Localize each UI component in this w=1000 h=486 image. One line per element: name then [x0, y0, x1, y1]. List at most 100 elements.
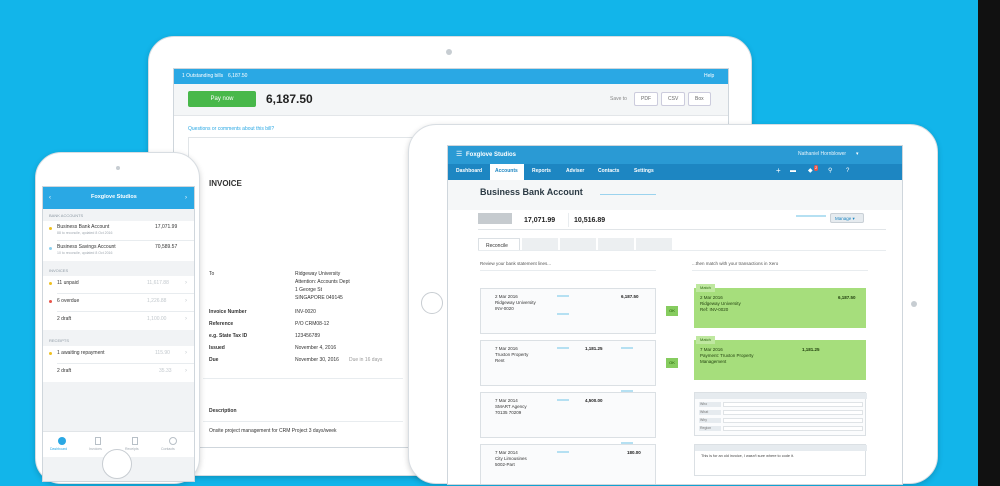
match-panel[interactable]: Match 7 Mar 2016 Payment: Truxton Proper…	[694, 336, 866, 380]
pay-now-button[interactable]: Pay now	[188, 91, 256, 107]
save-pdf-button[interactable]: PDF	[634, 92, 658, 106]
match-tag: Match	[696, 284, 715, 292]
amount-due: 6,187.50	[266, 92, 313, 106]
balance-bar	[796, 215, 826, 217]
to-line: 1 George St	[295, 287, 322, 293]
ok-button[interactable]: OK	[666, 358, 678, 368]
help-link[interactable]: Help	[704, 73, 715, 79]
menu-icon[interactable]: ☰	[456, 151, 463, 158]
invoice-row-amount: 11,617.88	[147, 280, 169, 286]
tab-placeholder[interactable]	[522, 238, 558, 250]
pay-toolbar: Pay now 6,187.50 Save to PDF CSV Box	[174, 84, 728, 116]
org-name[interactable]: Foxglove Studios	[466, 152, 517, 158]
user-menu[interactable]: Nathaniel Hornblower	[798, 151, 847, 157]
account-sub: 88 to reconcile, updated 8 Oct 2016	[57, 231, 113, 235]
forward-icon[interactable]: ›	[185, 195, 187, 201]
invoice-row-amount: 1,100.00	[147, 316, 167, 322]
phone-header: ‹ Foxglove Studios ›	[43, 187, 194, 209]
tab-reconcile[interactable]: Reconcile	[478, 238, 520, 250]
receipts-tab-icon[interactable]	[132, 437, 138, 445]
manage-button[interactable]: Manage ▾	[830, 213, 864, 223]
field-label: Invoice Number	[209, 309, 247, 315]
nav-accounts[interactable]: Accounts	[495, 168, 518, 174]
invoice-heading: INVOICE	[209, 179, 242, 188]
line-date: 2 Mar 2016	[495, 294, 518, 299]
form-header	[695, 393, 867, 399]
form-label-what: What	[699, 410, 721, 415]
notifications-icon[interactable]: ◆	[808, 168, 813, 174]
region-input[interactable]	[723, 426, 863, 431]
receipt-row-amount: 35.33	[159, 368, 172, 374]
back-icon[interactable]: ‹	[49, 195, 51, 201]
nav-dashboard[interactable]: Dashboard	[456, 168, 483, 174]
folder-icon[interactable]: ▬	[790, 168, 796, 174]
questions-link[interactable]: Questions or comments about this bill?	[188, 126, 275, 132]
invoice-row-label[interactable]: 11 unpaid	[57, 280, 79, 286]
divider	[692, 270, 868, 271]
phone-screen: ‹ Foxglove Studios › BANK ACCOUNTS Busin…	[42, 186, 195, 482]
chevron-down-icon[interactable]: ▾	[856, 151, 859, 157]
tab-invoices[interactable]: Invoices	[89, 447, 102, 451]
title-underline	[600, 194, 656, 195]
chevron-right-icon: ›	[185, 280, 187, 286]
page-title: Business Bank Account	[480, 187, 583, 197]
statement-line[interactable]: 7 Mar 2014 SMART Agency 70135 70209 4,50…	[480, 390, 656, 438]
who-input[interactable]	[723, 402, 863, 407]
save-box-button[interactable]: Box	[688, 92, 711, 106]
receipt-row-label[interactable]: 1 awaiting repayment	[57, 350, 105, 356]
to-label: To	[209, 271, 215, 277]
phone-home-button[interactable]	[102, 449, 132, 479]
chevron-right-icon: ›	[185, 298, 187, 304]
discuss-panel[interactable]: This is for an old invoice, I wasn't sur…	[694, 444, 867, 476]
receipt-row-label[interactable]: 2 draft	[57, 368, 72, 374]
placeholder-bar	[557, 295, 569, 297]
invoices-tab-icon[interactable]	[95, 437, 101, 445]
field-value: P/O CRM08-12	[295, 321, 330, 327]
save-csv-button[interactable]: CSV	[661, 92, 686, 106]
ok-button[interactable]: OK	[666, 306, 678, 316]
line-payee: SMART Agency	[495, 404, 527, 409]
tab-placeholder[interactable]	[560, 238, 596, 250]
dashboard-tab-icon[interactable]	[58, 437, 66, 445]
phone-camera	[116, 166, 120, 170]
tab-contacts[interactable]: Contacts	[161, 447, 175, 451]
statement-line[interactable]: 7 Mar 2014 City Limousines 5002-Part 180…	[480, 442, 656, 484]
tab-dashboard[interactable]: Dashboard	[50, 447, 68, 451]
receipt-row-amount: 115.90	[155, 350, 170, 356]
line-date: 7 Mar 2016	[495, 346, 518, 351]
nav-adviser[interactable]: Adviser	[566, 168, 585, 174]
tab-placeholder[interactable]	[636, 238, 672, 250]
tab-placeholder[interactable]	[598, 238, 634, 250]
add-icon[interactable]: +	[776, 166, 781, 175]
divider	[203, 378, 403, 379]
field-value: November 30, 2016	[295, 357, 339, 363]
match-payee: Ridgeway University	[700, 301, 741, 306]
create-transaction-form: Who What Why Region	[694, 392, 867, 436]
nav-settings[interactable]: Settings	[634, 168, 654, 174]
account-name[interactable]: Business Bank Account	[57, 224, 110, 230]
status-dot	[49, 352, 52, 355]
line-date: 7 Mar 2014	[495, 398, 518, 403]
search-icon[interactable]: ⚲	[828, 168, 833, 174]
help-icon[interactable]: ?	[846, 168, 850, 174]
invoice-row-label[interactable]: 6 overdue	[57, 298, 80, 304]
statement-line[interactable]: 7 Mar 2016 Truxton Property Rent 1,181.2…	[480, 340, 656, 386]
line-ref: 5002-Part	[495, 462, 515, 467]
placeholder-bar	[557, 313, 569, 315]
statement-line[interactable]: 2 Mar 2016 Ridgeway University INV-0020 …	[480, 288, 656, 334]
tablet-home-button[interactable]	[421, 292, 443, 314]
match-panel[interactable]: Match 2 Mar 2016 Ridgeway University Ref…	[694, 284, 866, 328]
chevron-right-icon: ›	[185, 316, 187, 322]
nav-contacts[interactable]: Contacts	[598, 168, 620, 174]
field-value: November 4, 2016	[295, 345, 337, 351]
balances-row: 17,071.99 10,516.89 Manage ▾	[478, 212, 886, 230]
account-name[interactable]: Business Savings Account	[57, 244, 116, 250]
discuss-note: This is for an old invoice, I wasn't sur…	[701, 454, 794, 458]
why-input[interactable]	[723, 418, 863, 423]
contacts-tab-icon[interactable]	[169, 437, 177, 445]
line-ref: 70135 70209	[495, 410, 522, 415]
invoice-row-label[interactable]: 2 draft	[57, 316, 72, 322]
nav-reports[interactable]: Reports	[532, 168, 551, 174]
what-input[interactable]	[723, 410, 863, 415]
tab-receipts[interactable]: Receipts	[125, 447, 139, 451]
